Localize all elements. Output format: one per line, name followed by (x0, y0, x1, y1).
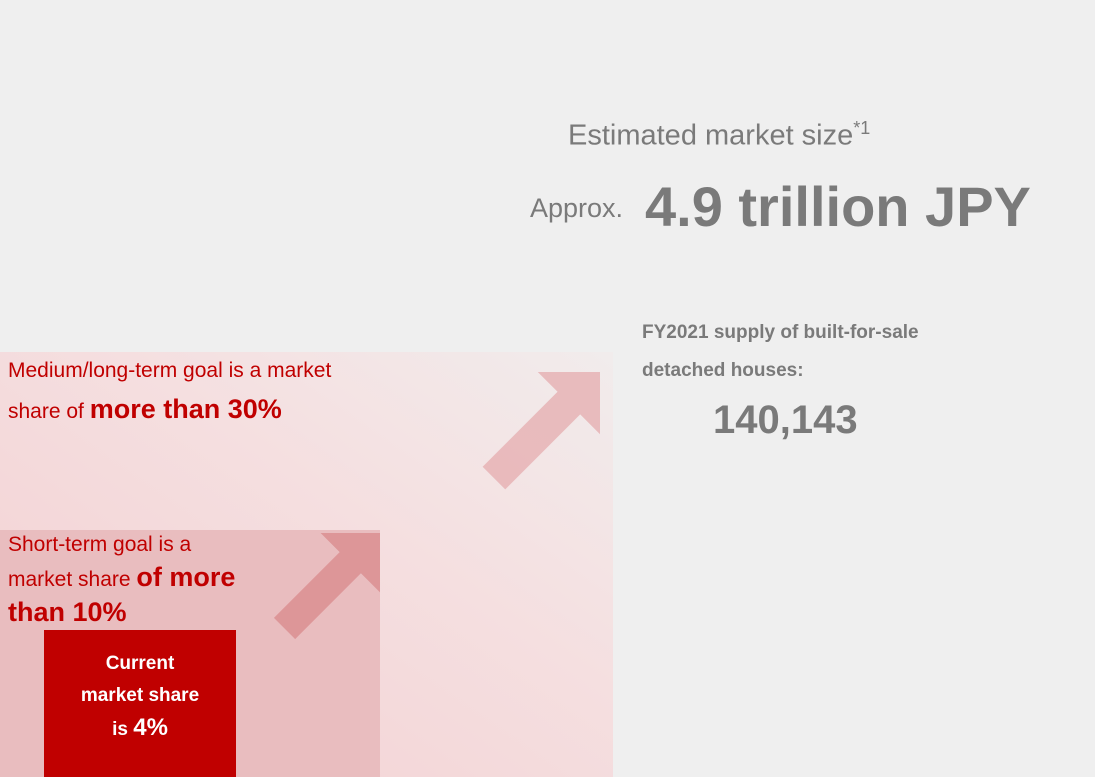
text-line: Short-term goal is a (8, 533, 192, 556)
arrow-large (482, 372, 600, 490)
supply-label-line: FY2021 supply of built-for-sale (642, 322, 919, 343)
arrow-small (273, 533, 380, 640)
text-line: market share (8, 568, 131, 591)
short-goal-text: Short-term goal is a market share of mor… (8, 528, 235, 631)
emphasis: of more (136, 562, 236, 592)
text-line: Current (105, 653, 175, 674)
text-line: Medium/long-term goal is a market (8, 359, 332, 382)
medium-goal-text: Medium/long-term goal is a market share … (8, 352, 331, 431)
text-line: market share (80, 685, 200, 706)
current-share-text: Current market share is 4% (44, 648, 236, 746)
emphasis: 4% (133, 714, 168, 741)
supply-label: FY2021 supply of built-for-sale detached… (642, 314, 919, 390)
current-share-area (44, 630, 236, 777)
text-line: share of (8, 400, 84, 423)
supply-label-line: detached houses: (642, 360, 804, 381)
market-value: 4.9 trillion JPY (645, 175, 1031, 238)
market-title: Estimated market size*1 (568, 118, 870, 153)
emphasis: more than 30% (89, 394, 282, 424)
footnote: *1 (853, 118, 871, 138)
text-line: is (112, 719, 128, 740)
market-title-text: Estimated market size (568, 119, 854, 152)
market-prefix: Approx. (530, 193, 624, 223)
emphasis: than 10% (8, 597, 127, 627)
supply-value: 140,143 (713, 398, 858, 442)
